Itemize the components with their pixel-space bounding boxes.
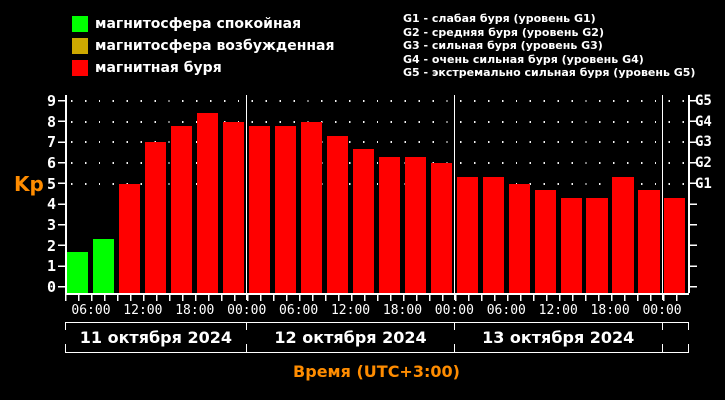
legend-label: магнитосфера спокойная [95,15,302,32]
day-divider-line [453,95,455,300]
kp-bar [197,113,219,293]
kp-bar [249,125,271,293]
g4-description: G4 - очень сильная буря (уровень G4) [403,52,644,66]
kp-bar [612,177,634,293]
kp-bar [586,198,608,293]
x-axis-caption: Время (UTC+3:00) [293,362,460,381]
grid-dots-row [71,141,686,144]
date-label: 12 октября 2024 [274,328,427,347]
legend-item-quiet: магнитосфера спокойная [72,15,301,32]
date-band-bottom-line [65,352,689,353]
kp-bar [145,142,167,293]
kp-bar [352,148,374,293]
kp-bar [171,125,193,293]
right-axis-label-g1: G1 [695,175,712,192]
legend-item-storm: магнитная буря [72,59,222,76]
time-tick-label: 12:00 [538,303,578,318]
legend-swatch-excited [72,37,88,54]
day-divider-line [246,95,248,300]
date-label: 11 октября 2024 [79,328,232,347]
right-axis-label-g3: G3 [695,134,712,151]
legend-swatch-storm [72,59,88,76]
date-band-separator [453,344,455,352]
y-axis-ticks [58,100,65,289]
date-band-separator [64,322,66,330]
date-band-separator [64,344,66,352]
x-axis-baseline [65,293,689,295]
right-axis-label-g2: G2 [695,154,712,171]
g5-description: G5 - экстремально сильная буря (уровень … [403,66,696,79]
grid-dots-row [71,99,686,102]
time-tick-label: 00:00 [642,303,682,318]
legend-label: магнитная буря [95,59,222,76]
kp-bar [482,177,504,293]
date-band-top-line [65,322,689,323]
right-axis-label-g5: G5 [695,92,712,109]
kp-bar [119,183,141,293]
day-divider-line [661,95,663,300]
date-band-separator [687,344,689,352]
time-tick-label: 18:00 [590,303,630,318]
date-label: 13 октября 2024 [482,328,635,347]
time-tick-label: 06:00 [71,303,111,318]
time-tick-label: 06:00 [279,303,319,318]
kp-bar [664,198,686,293]
date-band-separator [661,344,663,352]
date-band-separator [661,322,663,330]
grid-dots-row [71,161,686,164]
kp-bar [67,251,89,293]
date-band-separator [453,322,455,330]
g1-description: G1 - слабая буря (уровень G1) [403,12,596,25]
kp-bar [326,136,349,293]
kp-bar [274,125,297,293]
y-tick-label: 4 [46,195,56,214]
time-tick-label: 18:00 [175,303,215,318]
g2-description: G2 - средняя буря (уровень G2) [403,25,604,39]
time-tick-label: 18:00 [382,303,423,318]
date-band-separator [246,322,248,330]
kp-bar [560,198,582,293]
grid-dots-row [71,182,686,185]
right-axis-ticks [689,100,697,289]
y-axis-line [65,95,67,293]
y-tick-label: 9 [46,91,56,110]
date-band-separator [687,322,689,330]
right-axis-line [688,95,690,293]
right-axis-label-g4: G4 [695,113,712,130]
kp-bar [378,156,400,293]
date-band-separator [246,344,248,352]
x-axis-ticks [65,294,688,301]
y-tick-label: 7 [46,133,56,152]
kp-bar [300,121,323,293]
y-axis-title-kp: Kp [14,172,44,196]
y-tick-label: 1 [46,257,56,276]
g-scale-descriptions: G1 - слабая буря (уровень G1) G2 - средн… [403,12,695,80]
time-tick-label: 06:00 [486,303,526,318]
y-tick-label: 6 [46,153,56,172]
kp-bar [223,121,245,293]
legend-swatch-quiet [72,15,88,32]
g3-description: G3 - сильная буря (уровень G3) [403,39,603,52]
time-tick-label: 12:00 [123,303,163,318]
kp-bar [404,156,426,293]
kp-bar [430,162,452,293]
kp-bar [456,177,478,293]
y-tick-label: 2 [46,236,56,255]
kp-bar [508,183,530,293]
kp-bar [638,189,660,293]
y-tick-label: 8 [46,112,56,131]
kp-bar [93,239,115,293]
y-tick-label: 0 [46,278,56,296]
legend-label: магнитосфера возбужденная [95,37,335,54]
time-tick-label: 00:00 [227,303,267,318]
time-tick-label: 12:00 [330,303,371,318]
time-tick-label: 00:00 [434,303,474,318]
legend-item-excited: магнитосфера возбужденная [72,37,334,54]
y-tick-label: 3 [46,215,56,234]
grid-dots-row [71,120,686,123]
y-tick-label: 5 [46,174,56,193]
kp-bar [534,189,556,293]
